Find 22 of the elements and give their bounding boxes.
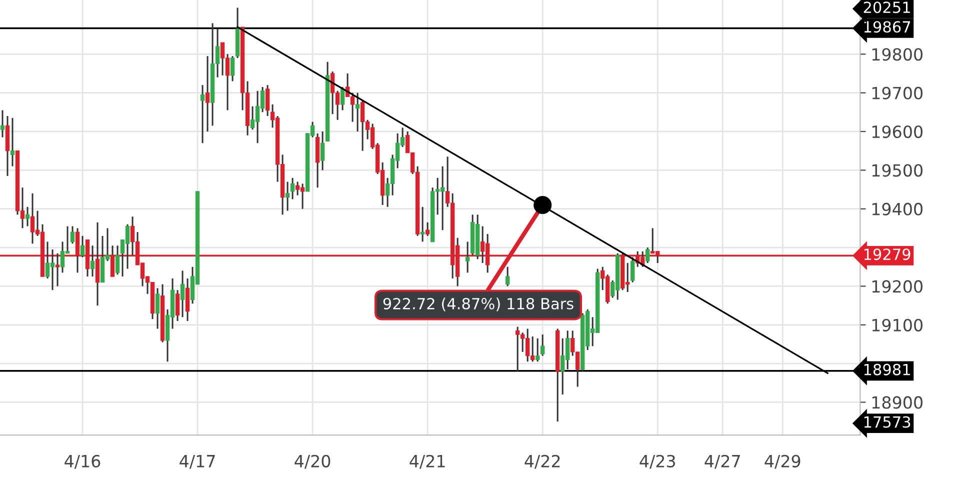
annotation: 922.72 (4.87%) 118 Bars	[383, 298, 574, 312]
text: 20251	[864, 2, 910, 14]
text: 17573	[864, 416, 910, 428]
x-tick-label: 4/20	[294, 454, 330, 469]
x-tick-label: 4/22	[524, 454, 560, 469]
x-tick-label: 4/29	[764, 454, 800, 469]
y-tick-label: 19500	[872, 164, 922, 177]
ref-line-label: 18981	[864, 364, 910, 376]
x-tick-label: 4/16	[64, 454, 100, 469]
x-tick-label: 4/17	[180, 455, 215, 469]
ref-line-label: 19279	[864, 248, 910, 260]
x-tick-label: 4/23	[640, 454, 675, 469]
y-tick-label: 19400	[872, 202, 922, 216]
y-tick-label: 18900	[872, 396, 922, 409]
y-tick-label: 19800	[872, 48, 922, 61]
ref-line-label: 19867	[864, 21, 910, 33]
y-tick-label: 19600	[872, 125, 922, 138]
x-tick-label: 4/21	[410, 454, 445, 469]
y-tick-label: 19700	[872, 86, 922, 100]
y-tick-label: 19100	[872, 318, 922, 332]
y-tick-label: 19200	[872, 280, 922, 293]
x-tick-label: 4/27	[704, 454, 740, 469]
